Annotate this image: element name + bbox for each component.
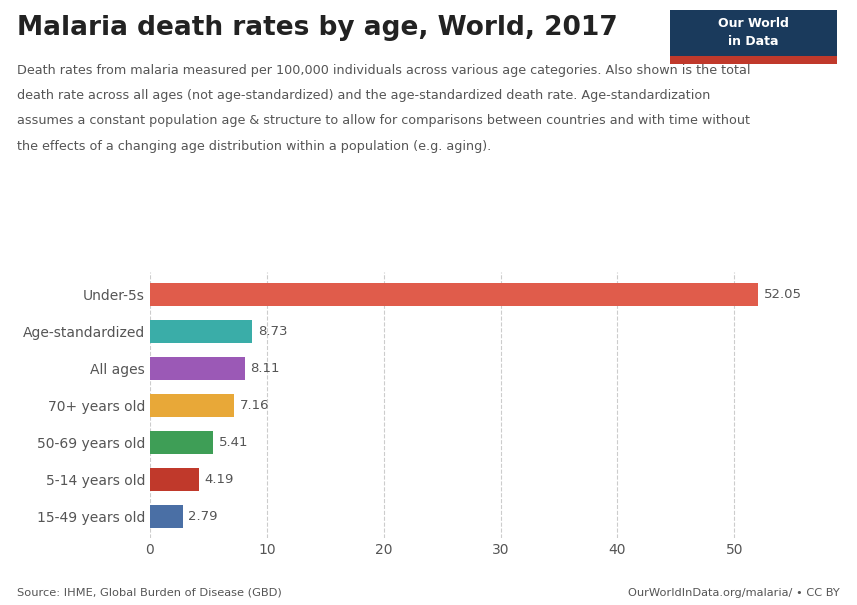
Text: 7.16: 7.16 [239,399,269,412]
Text: Malaria death rates by age, World, 2017: Malaria death rates by age, World, 2017 [17,15,618,41]
Bar [150,283,758,306]
Text: 2.79: 2.79 [189,510,218,523]
Text: Our World
in Data: Our World in Data [718,18,789,48]
Text: 5.41: 5.41 [219,436,249,449]
Bar [150,320,252,343]
Text: assumes a constant population age & structure to allow for comparisons between c: assumes a constant population age & stru… [17,114,750,127]
Text: Death rates from malaria measured per 100,000 individuals across various age cat: Death rates from malaria measured per 10… [17,64,751,76]
Bar [150,357,245,380]
Text: 8.73: 8.73 [258,325,287,338]
Bar [150,431,213,454]
Bar [150,468,199,491]
Text: the effects of a changing age distribution within a population (e.g. aging).: the effects of a changing age distributi… [17,140,491,152]
Text: death rate across all ages (not age-standardized) and the age-standardized death: death rate across all ages (not age-stan… [17,89,710,102]
Bar [150,505,183,528]
Text: Source: IHME, Global Burden of Disease (GBD): Source: IHME, Global Burden of Disease (… [17,587,282,598]
Text: 52.05: 52.05 [764,288,802,301]
Text: 4.19: 4.19 [205,473,234,486]
Text: 8.11: 8.11 [250,362,280,375]
Bar [150,394,234,417]
Text: OurWorldInData.org/malaria/ • CC BY: OurWorldInData.org/malaria/ • CC BY [628,587,840,598]
